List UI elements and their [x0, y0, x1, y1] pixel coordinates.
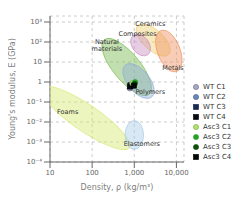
html-text:Asc3 C3: Asc3 C3	[203, 143, 232, 151]
svg-text:10⁻²: 10⁻²	[27, 118, 43, 126]
svg-text:1: 1	[38, 78, 42, 86]
svg-text:10,000: 10,000	[164, 169, 189, 177]
html-text:WT C2: WT C2	[203, 93, 226, 101]
svg-text:Composites: Composites	[119, 30, 158, 38]
svg-text:10: 10	[46, 169, 55, 177]
html-text:Asc3 C1: Asc3 C1	[203, 123, 232, 131]
html-text:WT C3: WT C3	[203, 103, 226, 111]
svg-text:Naturalmaterials: Naturalmaterials	[92, 38, 123, 53]
svg-text:10⁻¹: 10⁻¹	[27, 98, 43, 106]
svg-text:Ceramics: Ceramics	[135, 20, 166, 28]
svg-text:Elastomers: Elastomers	[124, 140, 161, 148]
svg-text:10³: 10³	[30, 18, 42, 26]
svg-text:10: 10	[33, 58, 42, 66]
html-text:Asc3 C2: Asc3 C2	[203, 133, 232, 141]
svg-text:Metals: Metals	[162, 64, 184, 72]
svg-text:10⁻³: 10⁻³	[27, 138, 43, 146]
html-text:WT C4: WT C4	[203, 113, 226, 121]
svg-text:10²: 10²	[30, 38, 42, 46]
svg-text:100: 100	[85, 169, 98, 177]
svg-text:Young's modulus, E (GPa): Young's modulus, E (GPa)	[8, 38, 17, 141]
html-text:WT C1: WT C1	[203, 83, 226, 91]
svg-text:Density, ρ (kg/m³): Density, ρ (kg/m³)	[81, 183, 154, 192]
svg-text:Polymers: Polymers	[135, 88, 165, 96]
html-text:Asc3 C4: Asc3 C4	[203, 153, 232, 161]
svg-text:10⁻⁴: 10⁻⁴	[27, 158, 43, 166]
svg-text:Foams: Foams	[57, 108, 79, 116]
svg-text:1,000: 1,000	[124, 169, 144, 177]
